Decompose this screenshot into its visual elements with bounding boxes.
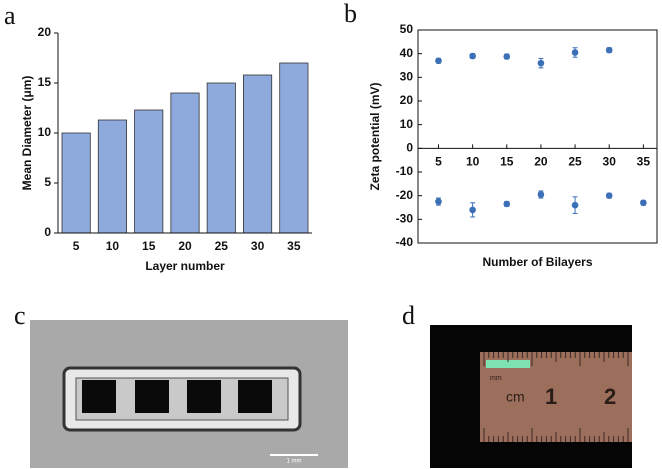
y-tick-label: 20	[400, 93, 414, 107]
y-tick-label: 20	[38, 25, 52, 39]
x-axis-title: Number of Bilayers	[482, 255, 592, 269]
y-tick-label: 50	[400, 22, 414, 36]
panel-label: a	[4, 1, 16, 30]
x-tick-label: 20	[534, 155, 548, 169]
x-axis-title: Layer number	[145, 259, 225, 273]
x-tick-label: 30	[603, 155, 617, 169]
point	[605, 192, 613, 199]
point	[469, 206, 476, 214]
ruler-small-unit: mm	[490, 375, 502, 382]
x-tick-label: 35	[637, 155, 651, 169]
x-tick-label: 15	[500, 155, 514, 169]
panel-label: b	[344, 0, 357, 28]
plot-frame	[417, 29, 658, 244]
y-tick-label: 40	[400, 46, 414, 60]
ruler-mark: 1	[545, 384, 557, 409]
y-tick-label: 0	[406, 141, 413, 155]
photo: cm 1 2 mm	[430, 325, 632, 468]
y-tick-label: 10	[400, 117, 414, 131]
x-tick-label: 10	[466, 155, 480, 169]
y-tick-label: 15	[38, 75, 52, 89]
point	[537, 59, 545, 67]
y-tick-label: -30	[396, 212, 414, 226]
bar	[97, 119, 127, 234]
x-tick-label: 15	[142, 239, 156, 253]
y-tick-label: 0	[44, 225, 51, 239]
y-tick-label: 30	[400, 70, 414, 84]
point	[537, 191, 545, 198]
x-tick-label: 25	[215, 239, 229, 253]
ruler-mark: 2	[604, 384, 616, 409]
y-axis-title: Mean Diameter (μm)	[20, 76, 34, 191]
panel-label: d	[402, 301, 415, 330]
bar	[206, 82, 236, 234]
y-tick-label: -10	[396, 164, 414, 178]
point	[503, 53, 511, 60]
point	[571, 201, 579, 209]
x-tick-label: 30	[251, 239, 265, 253]
scale-bar-label: 1 mm	[287, 459, 302, 465]
point	[435, 57, 442, 65]
point	[503, 200, 511, 208]
bar	[243, 74, 273, 234]
bar	[134, 109, 164, 234]
y-tick-label: 5	[44, 175, 51, 189]
x-tick-label: 20	[178, 239, 192, 253]
y-tick-label: 10	[38, 125, 52, 139]
point	[435, 198, 442, 205]
bar	[61, 132, 91, 234]
point	[605, 46, 613, 54]
micrograph: 1 mm	[30, 320, 348, 468]
point	[469, 52, 476, 60]
x-tick-label: 35	[287, 239, 301, 253]
panel-label: c	[14, 301, 26, 330]
x-tick-label: 25	[568, 155, 582, 169]
ruler-unit: cm	[506, 389, 525, 405]
bar	[170, 92, 200, 234]
y-tick-label: -20	[396, 188, 414, 202]
y-axis-title: Zeta potential (mV)	[368, 82, 382, 190]
x-tick-label: 10	[106, 239, 120, 253]
x-tick-label: 5	[73, 239, 80, 253]
x-tick-label: 5	[435, 155, 442, 169]
point	[640, 199, 647, 207]
y-tick-label: -40	[396, 235, 414, 249]
bar	[279, 62, 309, 234]
point	[571, 49, 579, 56]
